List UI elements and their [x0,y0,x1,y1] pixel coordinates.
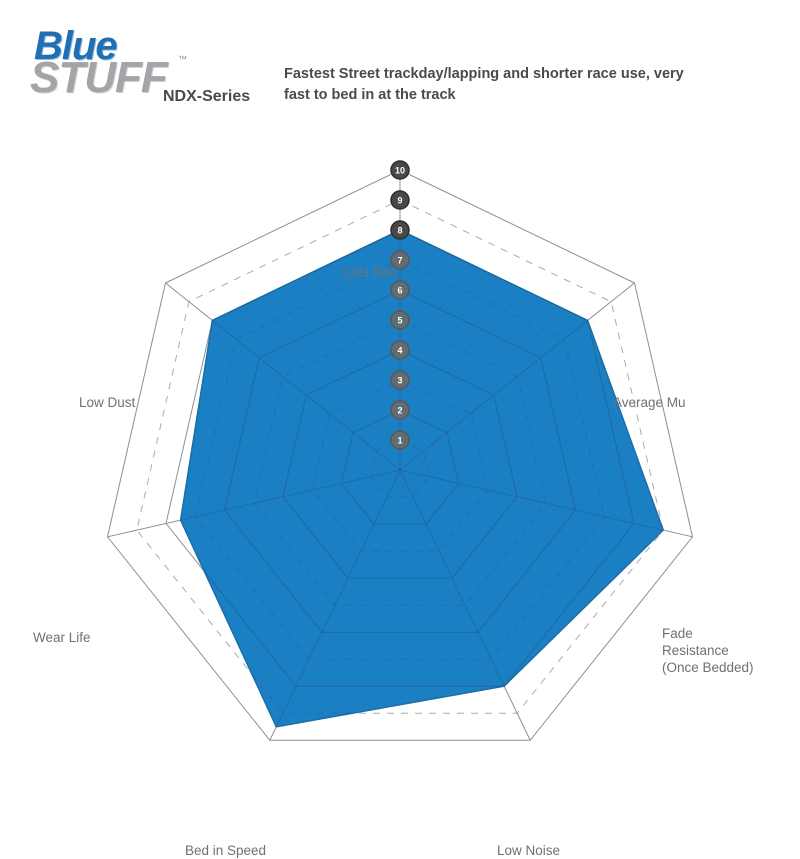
axis-label-bed-in-speed: Bed in Speed [185,843,267,858]
axis-label-average-mu: Average Mu [613,395,686,410]
logo-word-stuff: STUFF [30,53,168,102]
axis-label-fade-line1: Fade [662,626,693,641]
axis-label-fade-line2: Resistance [662,643,729,658]
radar-ring-overlay-6 [223,289,577,633]
axis-label-low-noise: Low Noise [497,843,561,858]
scale-marker-label-8: 8 [397,226,402,236]
scale-marker-6 [390,280,410,300]
scale-marker-9 [390,190,410,210]
scale-marker-label-4: 4 [397,346,402,356]
radar-ring-overlay-2 [340,409,460,525]
axis-label-fade-line3: (Once Bedded) [662,660,754,675]
scale-marker-2 [390,400,410,420]
scale-marker-label-6: 6 [397,286,402,296]
axis-label-wear-life: Wear Life [33,630,91,645]
radar-axis-overlay-4 [269,469,401,727]
scale-marker-label-2: 2 [397,406,402,416]
scale-marker-label-10: 10 [395,166,405,176]
scale-marker-5 [390,310,410,330]
radar-scale-markers: 1 2 3 4 5 6 7 8 9 10 [390,160,410,450]
tagline-text: Fastest Street trackday/lapping and shor… [284,66,684,103]
radar-ring-overlay-1 [370,439,430,498]
radar-chart: 1 2 3 4 5 6 7 8 9 10 Cold Bite Average Mu Fade Re… [0,120,800,858]
radar-axis-overlay-2 [399,469,664,538]
scale-marker-8 [390,220,410,240]
radar-axis-overlay-5 [180,469,401,538]
scale-marker-label-3: 3 [397,376,402,386]
radar-ring-overlay-5 [253,319,547,606]
bluestuff-logo: Blue STUFF ™ [28,24,187,116]
radar-geometry [106,169,694,741]
scale-marker-10 [390,160,410,180]
axis-label-cold-bite: Cold Bite [341,265,396,280]
trademark-symbol: ™ [178,54,187,64]
radar-ring-overlay-4 [282,349,518,579]
axis-label-low-dust: Low Dust [79,395,136,410]
scale-marker-3 [390,370,410,390]
scale-marker-label-9: 9 [397,196,402,206]
axis-label-fade-resistance: Fade Resistance (Once Bedded) [662,625,754,676]
radar-ring-10 [106,169,694,741]
radar-svg: 1 2 3 4 5 6 7 8 9 10 [106,160,694,741]
scale-marker-7 [390,250,410,270]
scale-marker-4 [390,340,410,360]
radar-series-polygon [179,229,665,728]
scale-marker-label-7: 7 [397,256,402,266]
page-header: Blue STUFF ™ NDX-Series Fastest Street t… [0,0,800,135]
logo-word-blue: Blue [34,24,118,68]
series-name: NDX-Series [163,88,251,105]
scale-marker-label-1: 1 [397,436,402,446]
scale-marker-1 [390,430,410,450]
radar-ring-overlay-7 [194,259,606,660]
scale-marker-label-5: 5 [397,316,402,326]
